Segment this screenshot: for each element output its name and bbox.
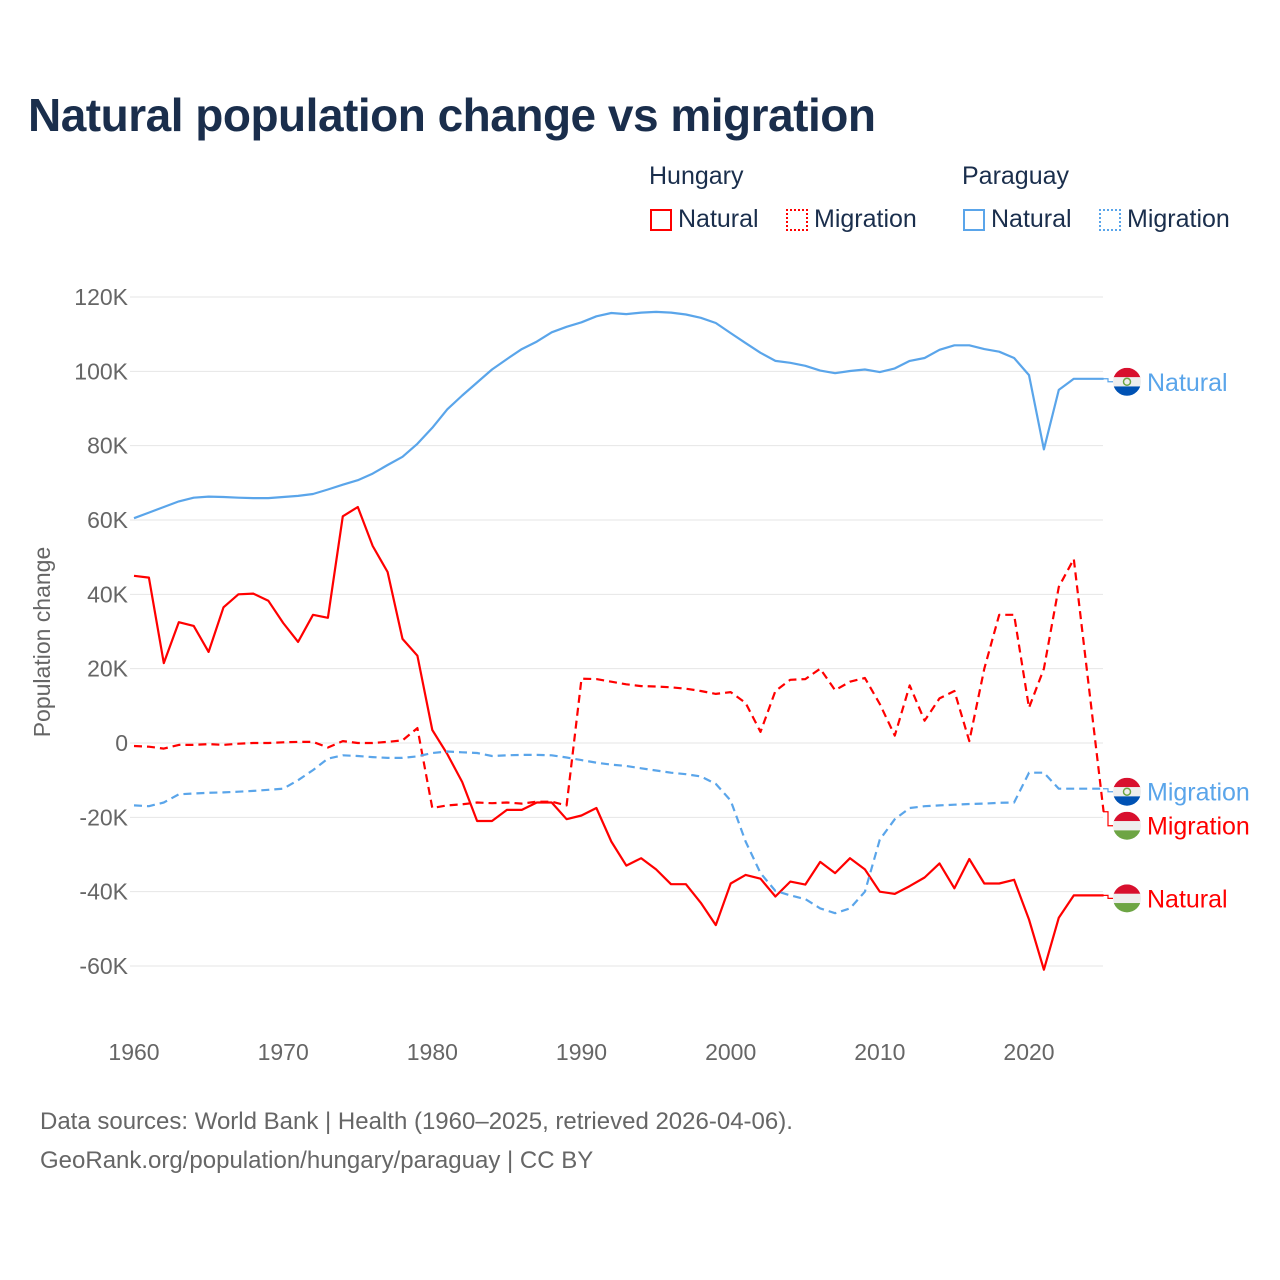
x-tick-label: 1990 xyxy=(556,1039,607,1065)
x-tick-label: 1980 xyxy=(407,1039,458,1065)
x-tick-label: 2000 xyxy=(705,1039,756,1065)
legend-item-hungary-migration[interactable]: Migration xyxy=(786,205,917,234)
label-leader-line xyxy=(1103,378,1113,383)
chart-title: Natural population change vs migration xyxy=(28,89,876,141)
y-tick-label: 60K xyxy=(87,507,129,533)
end-label-hungary-migration: Migration xyxy=(1147,813,1250,841)
legend-label: Natural xyxy=(678,205,759,233)
label-leader-line xyxy=(1103,811,1113,827)
series-paraguay-natural-line xyxy=(133,310,1104,520)
y-tick-label: 80K xyxy=(87,433,129,459)
label-leader-line xyxy=(1103,894,1113,899)
y-tick-label: -40K xyxy=(79,879,128,905)
legend-item-paraguay-natural[interactable]: Natural xyxy=(963,205,1072,234)
legend-label: Natural xyxy=(991,205,1072,233)
y-tick-label: 0 xyxy=(115,730,128,756)
x-tick-label: 2010 xyxy=(854,1039,905,1065)
y-tick-label: -20K xyxy=(79,804,128,830)
x-tick-label: 2020 xyxy=(1003,1039,1054,1065)
y-tick-label: -60K xyxy=(79,953,128,979)
label-leader-line xyxy=(1103,788,1113,793)
series-hungary-migration-line xyxy=(133,557,1105,812)
legend-item-hungary-natural[interactable]: Natural xyxy=(650,205,759,234)
end-label-paraguay-migration: Migration xyxy=(1147,779,1250,807)
legend-swatch-solid-blue xyxy=(963,208,985,231)
legend-label: Migration xyxy=(814,205,917,233)
series-paraguay-migration-line xyxy=(133,750,1104,915)
legend-swatch-dotted-red xyxy=(786,208,808,231)
paraguay-flag-icon xyxy=(1113,367,1141,396)
footer-sources: Data sources: World Bank | Health (1960–… xyxy=(40,1108,793,1135)
footer-link[interactable]: GeoRank.org/population/hungary/paraguay … xyxy=(40,1147,594,1174)
end-label-paraguay-natural: Natural xyxy=(1147,369,1228,397)
x-tick-label: 1970 xyxy=(258,1039,309,1065)
y-tick-label: 100K xyxy=(74,358,128,384)
y-tick-label: 20K xyxy=(87,656,129,682)
legend-swatch-solid-red xyxy=(650,208,672,231)
x-tick-label: 1960 xyxy=(108,1039,159,1065)
y-tick-label: 40K xyxy=(87,581,129,607)
legend-group-hungary: Hungary xyxy=(649,162,744,190)
hungary-flag-icon xyxy=(1113,884,1141,913)
y-tick-label: 120K xyxy=(74,284,128,310)
series-hungary-natural-line xyxy=(133,505,1104,971)
legend-swatch-dotted-blue xyxy=(1099,208,1121,231)
legend-group-paraguay: Paraguay xyxy=(962,162,1070,190)
hungary-flag-icon xyxy=(1113,811,1141,840)
legend-item-paraguay-migration[interactable]: Migration xyxy=(1099,205,1230,234)
end-label-hungary-natural: Natural xyxy=(1147,885,1228,913)
y-axis-label: Population change xyxy=(29,547,55,738)
paraguay-flag-icon xyxy=(1113,777,1141,806)
legend-label: Migration xyxy=(1127,205,1230,233)
